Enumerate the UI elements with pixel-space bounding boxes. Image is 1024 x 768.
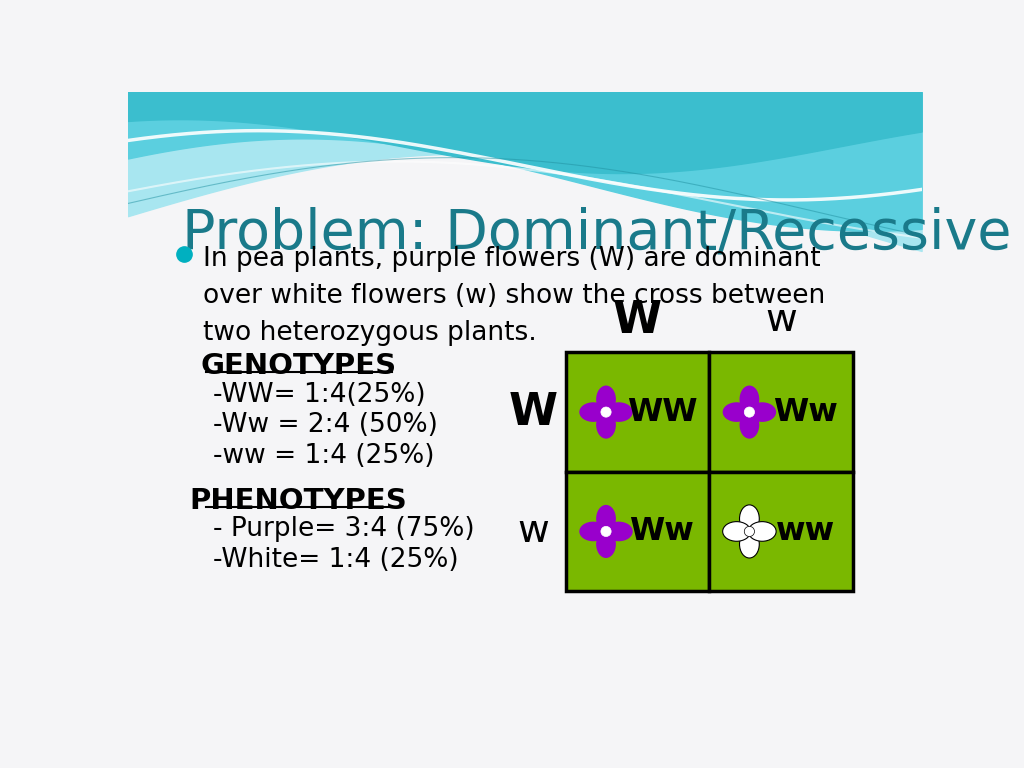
Bar <box>566 472 710 591</box>
Bar <box>710 472 853 591</box>
Ellipse shape <box>723 521 751 541</box>
Bar <box>710 353 853 472</box>
Text: w: w <box>765 301 797 339</box>
Ellipse shape <box>749 402 776 422</box>
Ellipse shape <box>605 521 633 541</box>
Text: -White= 1:4 (25%): -White= 1:4 (25%) <box>213 548 459 573</box>
Text: W: W <box>509 391 558 434</box>
Text: -WW= 1:4(25%): -WW= 1:4(25%) <box>213 382 426 408</box>
Text: w: w <box>517 512 549 551</box>
Text: -Ww = 2:4 (50%): -Ww = 2:4 (50%) <box>213 412 438 439</box>
Ellipse shape <box>749 521 776 541</box>
Text: PHENOTYPES: PHENOTYPES <box>189 487 408 515</box>
Text: WW: WW <box>627 396 697 428</box>
Circle shape <box>744 407 755 417</box>
Ellipse shape <box>580 402 607 422</box>
Text: In pea plants, purple flowers (W) are dominant
over white flowers (w) show the c: In pea plants, purple flowers (W) are do… <box>203 247 825 346</box>
Text: GENOTYPES: GENOTYPES <box>201 353 396 380</box>
Ellipse shape <box>580 521 607 541</box>
Text: ww: ww <box>776 516 835 547</box>
Ellipse shape <box>596 505 615 532</box>
Circle shape <box>744 526 755 537</box>
Bar <box>566 353 710 472</box>
Text: Ww: Ww <box>630 516 694 547</box>
Ellipse shape <box>596 386 615 413</box>
Text: Problem: Dominant/Recessive: Problem: Dominant/Recessive <box>182 206 1012 260</box>
Ellipse shape <box>605 402 633 422</box>
Ellipse shape <box>739 505 759 532</box>
Ellipse shape <box>739 386 759 413</box>
Ellipse shape <box>596 411 615 439</box>
Text: -ww = 1:4 (25%): -ww = 1:4 (25%) <box>213 443 435 469</box>
Ellipse shape <box>723 402 751 422</box>
Circle shape <box>601 407 611 417</box>
Circle shape <box>601 526 611 537</box>
Ellipse shape <box>596 530 615 558</box>
Ellipse shape <box>739 530 759 558</box>
Ellipse shape <box>739 411 759 439</box>
Text: - Purple= 3:4 (75%): - Purple= 3:4 (75%) <box>213 516 475 542</box>
Text: W: W <box>613 299 663 342</box>
Text: Ww: Ww <box>773 396 838 428</box>
